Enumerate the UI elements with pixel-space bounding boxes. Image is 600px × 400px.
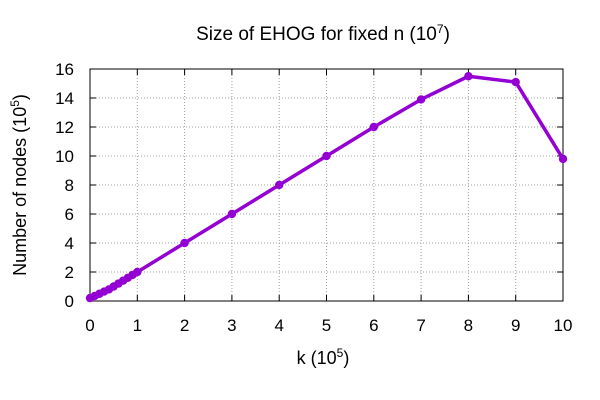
x-tick-label: 6 [369,316,378,335]
y-tick-label: 16 [55,60,74,79]
data-point [416,95,426,104]
data-point [464,72,473,81]
data-point [322,151,331,161]
x-tick-label: 10 [554,316,573,335]
chart-title: Size of EHOG for fixed n (107) [196,22,450,45]
y-tick-label: 4 [65,234,74,253]
data-point [133,267,142,277]
x-tick-label: 2 [180,316,189,335]
data-point [511,77,520,87]
data-point [275,180,284,190]
grid-lines [90,69,563,301]
data-point [227,209,237,219]
y-tick-label: 6 [65,205,74,224]
y-axis-label: Number of nodes (105) [8,94,30,276]
x-tick-label: 1 [133,316,142,335]
x-tick-label: 8 [464,316,473,335]
x-tick-label: 5 [322,316,331,335]
x-axis-label: k (105) [297,346,350,368]
data-point [180,238,189,248]
y-tick-label: 12 [55,118,74,137]
x-tick-label: 9 [511,316,520,335]
y-axis-ticks: 0 2 4 6 8 10 12 14 16 [55,60,563,311]
data-point [558,154,568,164]
y-tick-label: 2 [65,263,74,282]
x-tick-label: 7 [416,316,425,335]
x-axis-ticks: 0 1 2 3 4 5 6 7 8 9 10 [85,69,572,335]
x-tick-label: 4 [274,316,283,335]
series-layer [85,72,568,303]
y-tick-label: 0 [65,292,74,311]
x-tick-label: 3 [227,316,236,335]
y-tick-label: 10 [55,147,74,166]
y-tick-label: 8 [65,176,74,195]
data-point [369,122,378,132]
y-tick-label: 14 [55,89,74,108]
x-tick-label: 0 [85,316,94,335]
